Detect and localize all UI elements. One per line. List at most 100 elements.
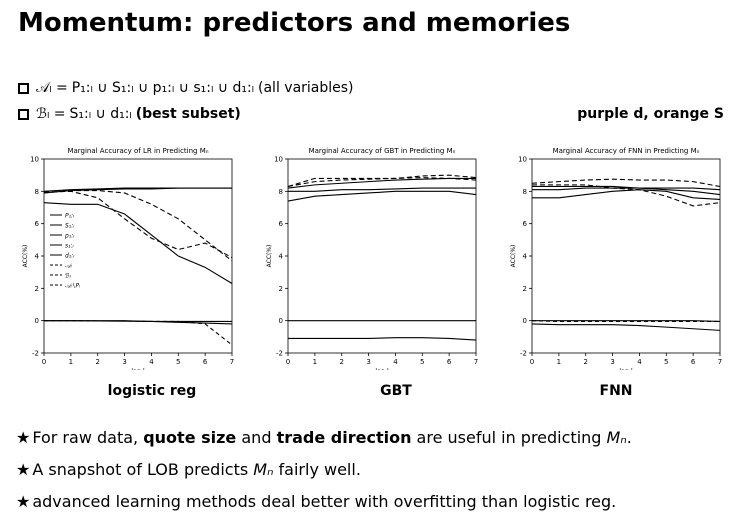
- checkbox-icon: [18, 82, 29, 94]
- star-icon: ★: [16, 428, 31, 447]
- x-tick-label: 1: [313, 358, 317, 366]
- series-line: [288, 187, 476, 192]
- series-line: [532, 189, 721, 200]
- y-tick-label: 8: [279, 188, 283, 196]
- legend-label: ℬₗ: [65, 273, 71, 280]
- legend-label: d₁:ₗ: [65, 253, 74, 260]
- x-tick-label: 5: [664, 358, 668, 366]
- star-icon: ★: [16, 492, 31, 511]
- x-tick-label: 5: [420, 358, 424, 366]
- series-line: [43, 202, 233, 284]
- y-tick-label: 6: [523, 220, 528, 228]
- x-tick-label: 3: [610, 358, 614, 366]
- x-tick-label: 1: [69, 358, 73, 366]
- series-line: [43, 187, 232, 192]
- y-tick-label: -2: [276, 350, 283, 358]
- bullet-math: Mₙ: [606, 428, 627, 447]
- series-line: [288, 337, 477, 341]
- x-tick-label: 3: [366, 358, 370, 366]
- slide-title: Momentum: predictors and memories: [18, 8, 571, 38]
- chart-gbt: Marginal Accuracy of GBT in Predicting M…: [266, 147, 478, 370]
- x-axis-label: log₂l: [131, 368, 145, 370]
- y-axis-label: ACC(%): [266, 245, 273, 268]
- x-tick-label: 6: [203, 358, 208, 366]
- bullet-3: ★ advanced learning methods deal better w…: [16, 492, 616, 511]
- bullet-math: Mₙ: [253, 460, 274, 479]
- series-line: [532, 185, 721, 196]
- def-a-lhs: 𝒜ₗ =: [36, 80, 68, 96]
- x-tick-label: 2: [339, 358, 343, 366]
- x-tick-label: 5: [176, 358, 180, 366]
- y-tick-label: 10: [518, 156, 527, 164]
- bullet-text: fairly well.: [273, 460, 361, 479]
- x-tick-label: 6: [447, 358, 452, 366]
- y-tick-label: -2: [32, 350, 39, 358]
- y-tick-label: 4: [523, 253, 528, 261]
- chart-title: Marginal Accuracy of LR in Predicting Mₙ: [67, 147, 208, 155]
- y-axis-label: ACC(%): [510, 245, 517, 268]
- x-tick-label: 7: [230, 358, 234, 366]
- y-tick-label: 0: [35, 317, 39, 325]
- x-tick-label: 7: [718, 358, 722, 366]
- x-tick-label: 2: [583, 358, 587, 366]
- bullet-bold: trade direction: [276, 428, 412, 447]
- series-line: [287, 190, 477, 202]
- chart-fnn: Marginal Accuracy of FNN in Predicting M…: [510, 147, 722, 370]
- series-line: [532, 320, 721, 323]
- y-tick-label: 2: [35, 285, 39, 293]
- series-line: [287, 177, 476, 189]
- def-a-rhs: P₁:ₗ ∪ S₁:ₗ ∪ p₁:ₗ ∪ s₁:ₗ ∪ d₁:ₗ: [71, 80, 255, 96]
- bullet-text: are useful in predicting: [411, 428, 607, 447]
- y-tick-label: 0: [523, 317, 527, 325]
- caption-gbt: GBT: [380, 383, 412, 399]
- def-b-rhs: S₁:ₗ ∪ d₁:ₗ: [69, 106, 132, 122]
- series-line: [44, 320, 233, 346]
- x-axis-label: log₂l: [619, 368, 633, 370]
- y-tick-label: 0: [279, 317, 283, 325]
- chart-lr: Marginal Accuracy of LR in Predicting Mₙ…: [22, 147, 234, 370]
- bullet-text: and: [236, 428, 277, 447]
- series-line: [531, 323, 721, 331]
- definition-all-variables: 𝒜ₗ = P₁:ₗ ∪ S₁:ₗ ∪ p₁:ₗ ∪ s₁:ₗ ∪ d₁:ₗ (a…: [18, 80, 354, 96]
- x-axis-label: log₂l: [375, 368, 389, 370]
- x-tick-label: 7: [474, 358, 478, 366]
- caption-fnn: FNN: [599, 383, 633, 399]
- series-line: [532, 187, 721, 191]
- x-tick-label: 2: [95, 358, 99, 366]
- y-tick-label: 2: [279, 285, 283, 293]
- y-tick-label: 8: [523, 188, 527, 196]
- legend-label: s₁:ₗ: [65, 243, 74, 250]
- x-tick-label: 4: [149, 358, 154, 366]
- y-tick-label: 6: [35, 220, 40, 228]
- legend-label: 𝒜ₗ: [65, 263, 73, 270]
- legend-label: P₁:ₗ: [65, 213, 74, 220]
- chart-title: Marginal Accuracy of FNN in Predicting M…: [553, 147, 700, 155]
- x-tick-label: 0: [530, 358, 534, 366]
- legend-label: 𝒜ₗ∖Pₗ: [65, 283, 80, 290]
- def-b-note: (best subset): [135, 106, 241, 122]
- y-tick-label: 2: [523, 285, 527, 293]
- definition-best-subset: ℬₗ = S₁:ₗ ∪ d₁:ₗ (best subset): [18, 106, 241, 122]
- bullet-2: ★ A snapshot of LOB predicts Mₙ fairly we…: [16, 460, 361, 479]
- y-tick-label: 10: [274, 156, 283, 164]
- series-line: [43, 190, 233, 259]
- x-tick-label: 0: [286, 358, 290, 366]
- y-tick-label: 10: [30, 156, 39, 164]
- bullet-text: A snapshot of LOB predicts: [32, 460, 254, 479]
- y-tick-label: 6: [279, 220, 284, 228]
- color-note: purple d, orange S: [577, 106, 724, 122]
- bullet-text: advanced learning methods deal better wi…: [32, 492, 617, 511]
- bullet-text: For raw data,: [32, 428, 144, 447]
- y-tick-label: 4: [35, 253, 40, 261]
- x-tick-label: 3: [122, 358, 126, 366]
- caption-logistic-reg: logistic reg: [107, 383, 197, 399]
- bullet-bold: quote size: [143, 428, 237, 447]
- y-tick-label: -2: [520, 350, 527, 358]
- x-tick-label: 4: [393, 358, 398, 366]
- x-tick-label: 6: [691, 358, 696, 366]
- def-a-note: (all variables): [258, 80, 354, 96]
- legend-label: p₁:ₗ: [64, 233, 74, 240]
- bullet-text: .: [626, 428, 632, 447]
- chart-title: Marginal Accuracy of GBT in Predicting M…: [309, 147, 456, 155]
- legend-label: S₁:ₗ: [65, 223, 74, 230]
